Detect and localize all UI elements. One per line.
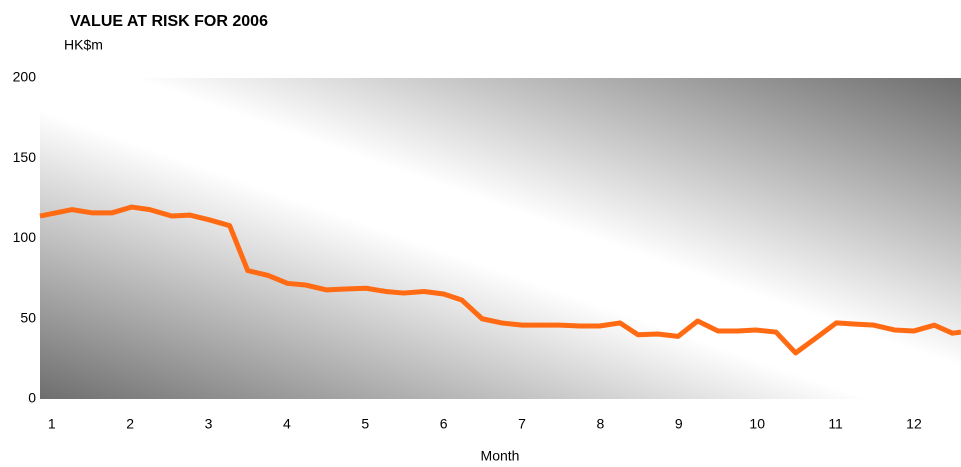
x-tick-label: 6: [440, 416, 448, 432]
x-tick-label: 4: [283, 416, 291, 432]
x-tick-label: 2: [126, 416, 134, 432]
x-tick-label: 9: [675, 416, 683, 432]
x-tick-label: 1: [48, 416, 56, 432]
y-tick-label: 100: [13, 229, 37, 245]
y-tick-label: 50: [20, 309, 36, 325]
x-tick-label: 3: [205, 416, 213, 432]
data-line: [39, 204, 961, 356]
x-tick-label: 5: [361, 416, 369, 432]
x-tick-label: 11: [828, 416, 843, 432]
y-tick-label: 0: [28, 390, 36, 406]
chart-title: VALUE AT RISK FOR 2006: [70, 13, 268, 30]
x-tick-label: 8: [597, 416, 605, 432]
y-axis-label: HK$m: [64, 37, 103, 53]
plot-area: [40, 78, 961, 399]
y-tick-label: 200: [13, 69, 37, 85]
x-tick-label: 7: [518, 416, 526, 432]
x-tick-label: 12: [906, 416, 922, 432]
x-tick-label: 10: [749, 416, 765, 432]
y-tick-label: 150: [13, 149, 37, 165]
x-axis-label: Month: [481, 448, 520, 464]
